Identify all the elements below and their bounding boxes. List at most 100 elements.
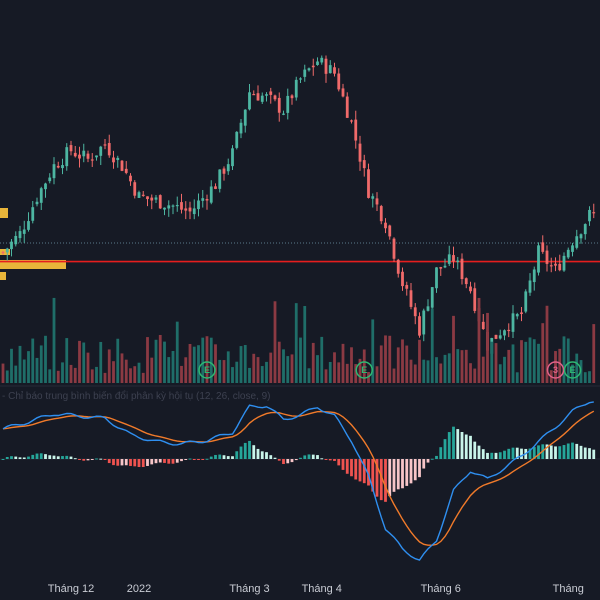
volume-bar bbox=[477, 297, 481, 383]
macd-histogram-bar bbox=[252, 445, 256, 459]
macd-histogram-bar bbox=[579, 445, 583, 459]
volume-bar bbox=[277, 341, 281, 383]
volume-bar bbox=[39, 345, 43, 383]
candle-body bbox=[22, 229, 26, 234]
candle-body bbox=[447, 254, 451, 264]
event-marker-label: 3 bbox=[553, 365, 558, 375]
volume-bar bbox=[345, 363, 349, 383]
macd-histogram-bar bbox=[549, 445, 553, 459]
macd-histogram-bar bbox=[430, 458, 434, 460]
volume-bar bbox=[248, 367, 251, 383]
candle-body bbox=[583, 224, 587, 235]
macd-histogram-bar bbox=[307, 454, 311, 459]
candle-body bbox=[218, 169, 222, 189]
candle-body bbox=[65, 147, 69, 167]
volume-bar bbox=[107, 349, 111, 383]
macd-histogram-bar bbox=[282, 459, 285, 465]
candle-body bbox=[116, 157, 120, 161]
macd-histogram-bar bbox=[175, 459, 179, 463]
candle-body bbox=[498, 335, 502, 339]
volume-bar bbox=[90, 369, 94, 383]
volume-bar bbox=[316, 355, 319, 383]
volume-bar bbox=[324, 369, 328, 383]
macd-histogram-bar bbox=[265, 452, 268, 459]
volume-bar bbox=[265, 361, 268, 383]
macd-histogram-bar bbox=[27, 456, 30, 459]
candle-body bbox=[256, 93, 260, 101]
volume-bar bbox=[48, 369, 52, 383]
macd-histogram-bar bbox=[154, 459, 158, 464]
volume-bar bbox=[409, 359, 413, 383]
candle-body bbox=[320, 57, 324, 63]
volume-bar bbox=[86, 352, 90, 383]
macd-histogram-bar bbox=[218, 454, 222, 459]
candle-body bbox=[354, 119, 358, 141]
candle-body bbox=[78, 154, 81, 159]
volume-bar bbox=[388, 335, 392, 383]
candle-body bbox=[511, 313, 515, 332]
volume-bar bbox=[562, 336, 566, 383]
volume-bar bbox=[456, 349, 460, 383]
macd-histogram-bar bbox=[273, 457, 277, 459]
volume-bar bbox=[592, 324, 596, 383]
event-marker-label: E bbox=[569, 365, 575, 375]
candle-body bbox=[209, 186, 213, 203]
volume-bar bbox=[532, 339, 536, 383]
candle-body bbox=[324, 58, 328, 74]
volume-bar bbox=[447, 353, 451, 383]
candle-body bbox=[507, 329, 511, 332]
volume-bar bbox=[65, 338, 69, 383]
volume-bar bbox=[588, 371, 591, 383]
candle-body bbox=[392, 238, 396, 259]
candle-body bbox=[328, 65, 332, 74]
macd-histogram-bar bbox=[69, 456, 73, 459]
candle-body bbox=[222, 168, 226, 174]
macd-histogram-bar bbox=[345, 459, 349, 474]
volume-bar bbox=[443, 354, 447, 383]
macd-histogram-bar bbox=[435, 455, 438, 459]
volume-bar bbox=[575, 353, 579, 383]
volume-bar bbox=[214, 344, 217, 383]
volume-bar bbox=[507, 349, 511, 383]
volume-bar bbox=[184, 357, 188, 383]
x-axis-tick-label: 2022 bbox=[127, 583, 151, 595]
macd-histogram-bar bbox=[558, 446, 562, 459]
macd-histogram-bar bbox=[354, 459, 358, 480]
macd-histogram-bar bbox=[328, 459, 332, 461]
macd-histogram-bar bbox=[31, 454, 35, 459]
volume-bar bbox=[167, 357, 171, 383]
volume-bar bbox=[35, 357, 39, 383]
macd-histogram-bar bbox=[371, 459, 375, 492]
candle-body bbox=[337, 73, 341, 90]
candle-body bbox=[243, 109, 247, 126]
volume-bar bbox=[44, 335, 47, 383]
volume-bar bbox=[188, 343, 192, 383]
candle-body bbox=[443, 265, 447, 268]
volume-bar bbox=[5, 370, 9, 383]
candle-body bbox=[167, 205, 171, 209]
candle-body bbox=[248, 92, 251, 110]
candle-body bbox=[558, 263, 562, 271]
volume-bar bbox=[282, 349, 285, 383]
candle-body bbox=[452, 255, 455, 262]
volume-bar bbox=[469, 363, 472, 383]
macd-histogram-bar bbox=[167, 459, 171, 464]
candle-body bbox=[588, 209, 591, 222]
macd-histogram-bar bbox=[133, 459, 137, 467]
macd-histogram-bar bbox=[460, 431, 464, 459]
candle-body bbox=[86, 153, 90, 159]
macd-histogram-bar bbox=[401, 459, 404, 489]
candle-body bbox=[503, 330, 506, 336]
candle-body bbox=[554, 263, 557, 266]
macd-histogram-bar bbox=[447, 432, 451, 459]
macd-histogram-bar bbox=[469, 435, 472, 459]
macd-histogram-bar bbox=[473, 441, 477, 459]
macd-histogram-bar bbox=[163, 459, 166, 463]
macd-histogram-bar bbox=[180, 459, 183, 462]
macd-histogram-bar bbox=[379, 459, 383, 501]
volume-bar bbox=[69, 364, 73, 383]
candle-body bbox=[56, 165, 60, 168]
candle-body bbox=[252, 94, 256, 96]
macd-histogram-bar bbox=[575, 443, 579, 459]
macd-histogram-bar bbox=[10, 456, 13, 459]
